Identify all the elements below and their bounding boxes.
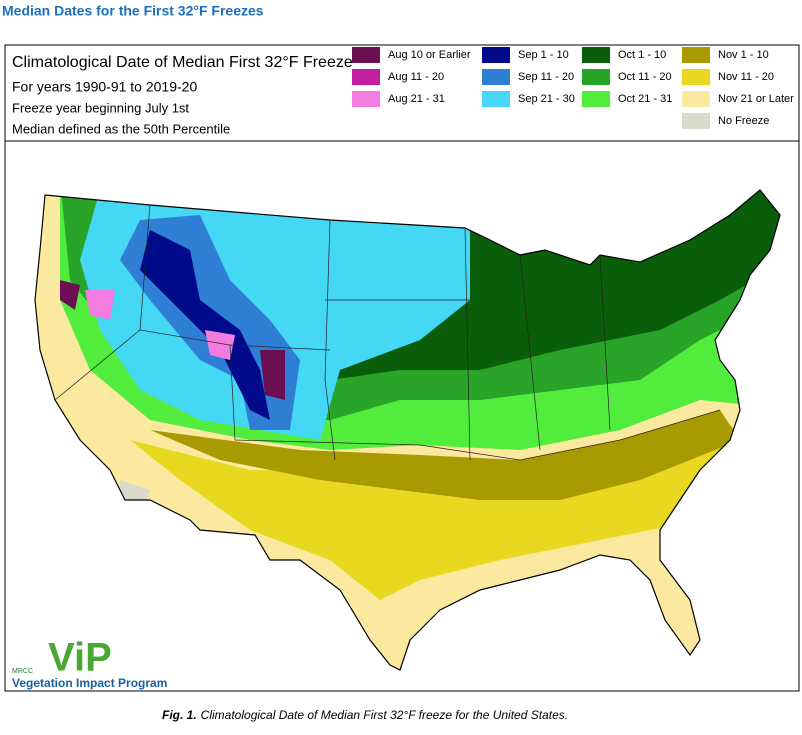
- zone: [120, 480, 150, 505]
- legend-swatch: [482, 47, 510, 63]
- map-title: Climatological Date of Median First 32°F…: [12, 54, 353, 71]
- legend-label: Nov 1 - 10: [718, 49, 769, 61]
- legend-swatch: [682, 69, 710, 85]
- caption-text: Climatological Date of Median First 32°F…: [201, 708, 568, 722]
- us-outline: [34, 189, 781, 671]
- map-note: Freeze year beginning July 1st: [12, 100, 189, 115]
- legend-label: Oct 11 - 20: [618, 71, 672, 83]
- caption-label: Fig. 1.: [162, 708, 197, 722]
- legend-label: Nov 21 or Later: [718, 93, 794, 105]
- legend-swatch: [682, 47, 710, 63]
- legend-swatch: [352, 69, 380, 85]
- map-frame: [4, 44, 800, 692]
- map-subtitle: For years 1990-91 to 2019-20: [12, 79, 197, 95]
- zone: [35, 300, 120, 480]
- legend-label: No Freeze: [718, 115, 769, 127]
- legend-swatch: [582, 47, 610, 63]
- legend-label: Aug 11 - 20: [388, 71, 444, 83]
- legend-swatch: [352, 47, 380, 63]
- caption: Fig. 1. Climatological Date of Median Fir…: [162, 708, 568, 722]
- zone: [85, 290, 235, 360]
- legend: Aug 10 or Earlier Aug 11 - 20 Aug 21 - 31 S…: [352, 47, 794, 129]
- zone: [150, 410, 740, 500]
- legend-label: Sep 21 - 30: [518, 93, 575, 105]
- logo-org: MRCC: [12, 668, 33, 675]
- legend-swatch: [682, 91, 710, 107]
- legend-label: Oct 1 - 10: [618, 49, 666, 61]
- legend-label: Sep 1 - 10: [518, 49, 569, 61]
- legend-label: Nov 11 - 20: [718, 71, 774, 83]
- legend-swatch: [482, 91, 510, 107]
- logo-name: Vegetation Impact Program: [12, 676, 167, 690]
- page-title: Median Dates for the First 32°F Freezes: [2, 3, 264, 19]
- zone: [140, 230, 270, 420]
- legend-label: Aug 21 - 31: [388, 93, 445, 105]
- legend-label: Sep 11 - 20: [518, 71, 574, 83]
- logo-mark: ViP: [48, 636, 112, 680]
- map-note: Median defined as the 50th Percentile: [12, 121, 230, 136]
- legend-swatch: [582, 91, 610, 107]
- state-borders: [54, 204, 721, 461]
- legend-swatch: [352, 91, 380, 107]
- legend-swatch: [582, 69, 610, 85]
- legend-swatch: [682, 113, 710, 129]
- legend-swatch: [482, 69, 510, 85]
- legend-label: Aug 10 or Earlier: [388, 49, 471, 61]
- us-map: [35, 190, 780, 670]
- legend-label: Oct 21 - 31: [618, 93, 672, 105]
